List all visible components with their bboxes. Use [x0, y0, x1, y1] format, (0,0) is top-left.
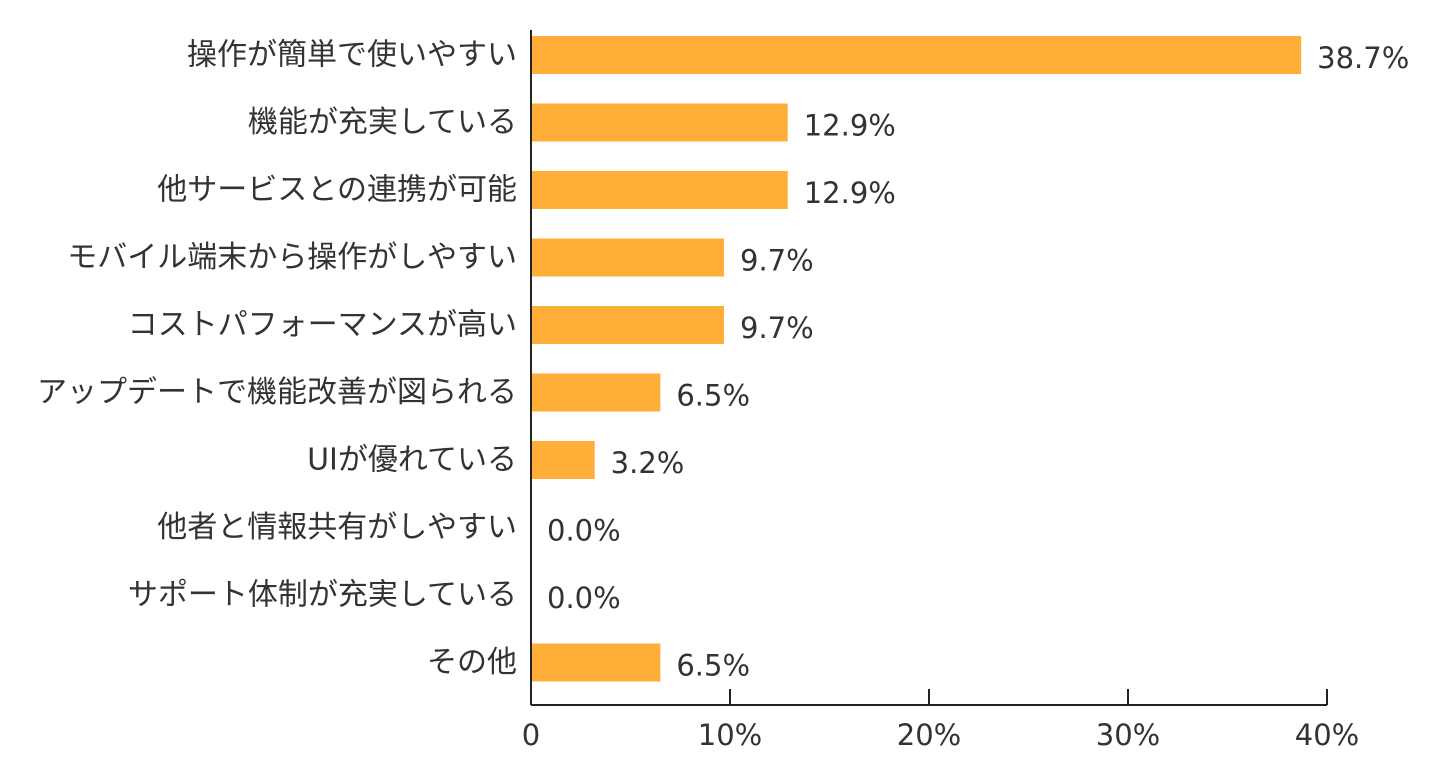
category-label: その他	[427, 645, 517, 680]
category-label: コストパフォーマンスが高い	[128, 308, 517, 343]
x-tick-label: 20%	[897, 718, 961, 752]
data-label: 9.7%	[740, 311, 814, 345]
data-label: 12.9%	[804, 176, 896, 210]
data-label: 0.0%	[547, 581, 621, 615]
x-tick-label: 0	[522, 718, 540, 752]
category-label: モバイル端末から操作がしやすい	[67, 240, 517, 275]
data-label: 6.5%	[676, 379, 750, 413]
category-labels-group: 操作が簡単で使いやすい機能が充実している他サービスとの連携が可能モバイル端末から…	[37, 38, 517, 681]
bar	[531, 441, 595, 479]
bar	[531, 171, 788, 209]
bar	[531, 238, 725, 277]
category-label: サポート体制が充実している	[128, 578, 517, 613]
bar	[531, 103, 788, 142]
data-label: 3.2%	[611, 446, 685, 480]
category-label: 操作が簡単で使いやすい	[187, 38, 517, 73]
data-label: 6.5%	[676, 649, 750, 683]
value-labels-group: 38.7% 12.9% 12.9% 9.7% 9.7% 6.5% 3.2% 0.0% 0.0% 6…	[547, 41, 1409, 683]
data-label: 38.7%	[1317, 41, 1409, 75]
category-label: 機能が充実している	[248, 105, 517, 140]
category-label: 他者と情報共有がしやすい	[157, 510, 517, 545]
axes-group: 0 10% 20% 30% 40%	[522, 30, 1359, 752]
data-label: 9.7%	[740, 244, 814, 278]
bar	[531, 36, 1302, 74]
bar	[531, 643, 661, 682]
bar	[531, 373, 661, 412]
category-label: UIが優れている	[307, 443, 517, 478]
category-label: アップデートで機能改善が図られる	[37, 375, 517, 410]
x-tick-label: 40%	[1295, 718, 1359, 752]
data-label: 12.9%	[804, 109, 896, 143]
bars-group	[531, 36, 1302, 682]
bar	[531, 306, 725, 344]
x-tick-label: 10%	[698, 718, 762, 752]
data-label: 0.0%	[547, 514, 621, 548]
category-label: 他サービスとの連携が可能	[157, 173, 517, 208]
x-tick-label: 30%	[1096, 718, 1160, 752]
